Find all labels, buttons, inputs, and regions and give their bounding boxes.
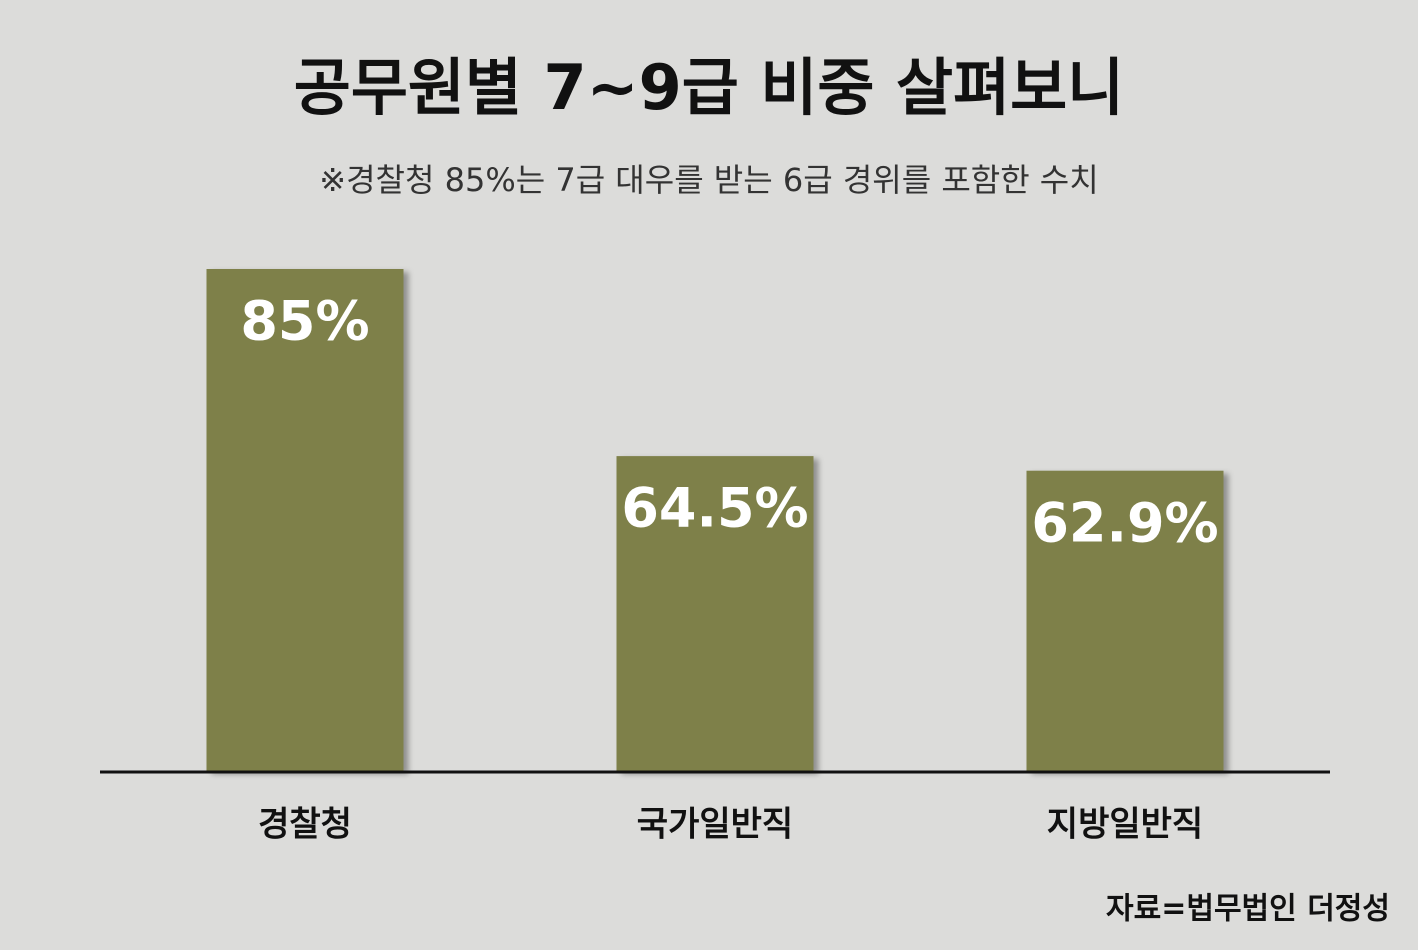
bar <box>1026 470 1224 771</box>
bar <box>206 269 404 771</box>
chart-subtitle: ※경찰청 85%는 7급 대우를 받는 6급 경위를 포함한 수치 <box>319 161 1098 199</box>
data-label: 85% <box>240 290 369 353</box>
chart-title: 공무원별 7~9급 비중 살펴보니 <box>294 51 1124 124</box>
x-tick-label: 경찰청 <box>258 805 352 845</box>
x-tick-label: 지방일반직 <box>1047 805 1203 845</box>
source-note: 자료=법무법인 더정성 <box>1106 892 1390 927</box>
x-tick-label: 국가일반직 <box>637 805 793 845</box>
data-label: 64.5% <box>621 477 808 540</box>
data-label: 62.9% <box>1031 491 1218 554</box>
bar <box>616 456 814 771</box>
